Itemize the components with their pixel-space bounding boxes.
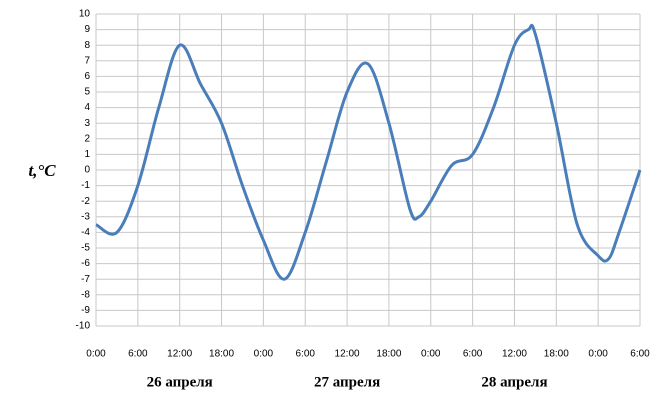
x-tick-label: 6:00 <box>630 349 650 360</box>
y-tick-label: -1 <box>81 180 90 191</box>
x-tick-label: 18:00 <box>544 349 569 360</box>
y-tick-label: -3 <box>81 211 90 222</box>
x-tick-label: 12:00 <box>167 349 192 360</box>
x-tick-label: 0:00 <box>86 349 106 360</box>
y-tick-label: 2 <box>84 133 90 144</box>
y-tick-label: -7 <box>81 274 90 285</box>
date-label: 26 апреля <box>147 374 213 390</box>
x-tick-label: 0:00 <box>421 349 441 360</box>
x-tick-label: 18:00 <box>376 349 401 360</box>
y-axis-label: t,°C <box>28 161 56 180</box>
y-tick-label: 7 <box>84 55 90 66</box>
line <box>95 23 642 281</box>
y-tick-label: -8 <box>81 289 90 300</box>
x-tick-label: 6:00 <box>295 349 315 360</box>
y-tick-label: 0 <box>84 165 90 176</box>
y-tick-label: -10 <box>76 321 91 332</box>
y-tick-label: -9 <box>81 305 90 316</box>
y-tick-label: 3 <box>84 118 90 129</box>
x-tick-label: 12:00 <box>502 349 527 360</box>
y-tick-label: 6 <box>84 71 90 82</box>
x-tick-label: 0:00 <box>254 349 274 360</box>
y-tick-label: 4 <box>84 102 90 113</box>
y-tick-label: -6 <box>81 258 90 269</box>
y-tick-label: -5 <box>81 243 90 254</box>
x-tick-label: 0:00 <box>588 349 608 360</box>
y-tick-label: 5 <box>84 87 90 98</box>
y-tick-label: 9 <box>84 24 90 35</box>
y-tick-label: 1 <box>84 149 90 160</box>
x-tick-label: 18:00 <box>209 349 234 360</box>
y-tick-label: 10 <box>79 9 91 20</box>
y-tick-label: -4 <box>81 227 90 238</box>
x-tick-label: 12:00 <box>335 349 360 360</box>
y-tick-label: -2 <box>81 196 90 207</box>
x-tick-label: 6:00 <box>128 349 148 360</box>
date-label: 28 апреля <box>481 374 547 390</box>
y-tick-label: 8 <box>84 40 90 51</box>
x-tick-label: 6:00 <box>463 349 483 360</box>
date-label: 27 апреля <box>314 374 380 390</box>
